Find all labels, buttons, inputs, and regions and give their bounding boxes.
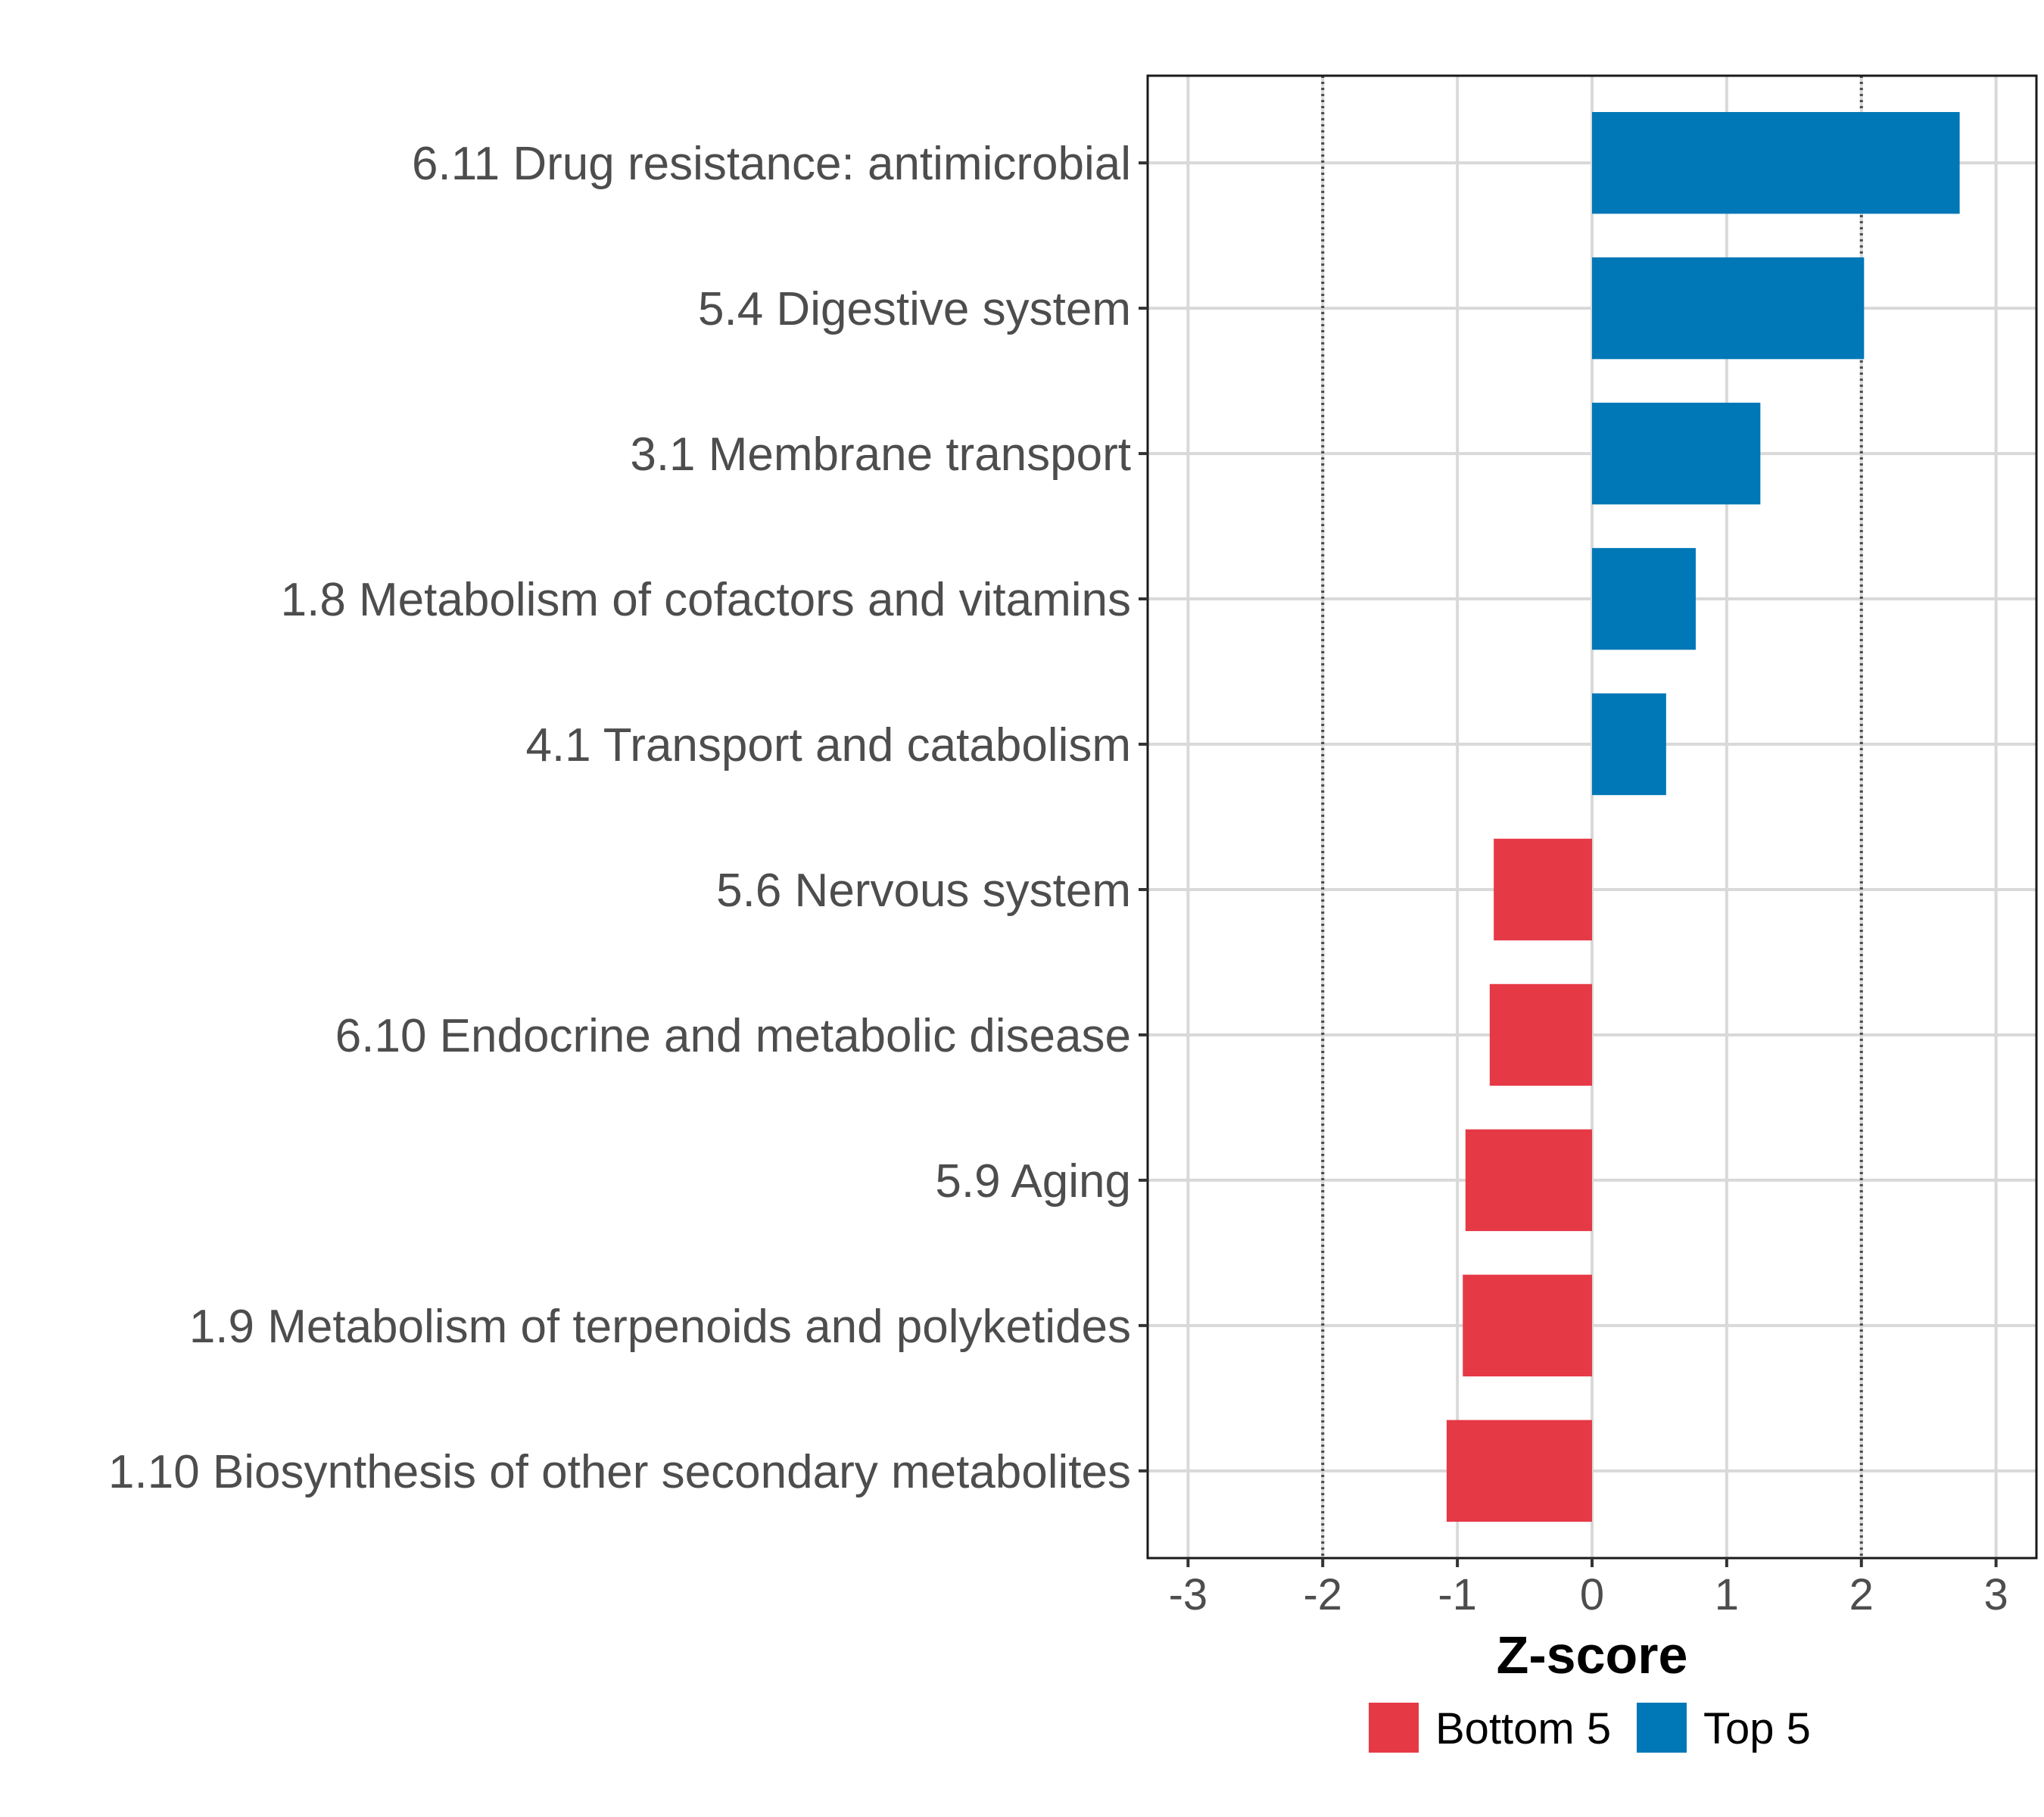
x-tick-label: -1 bbox=[1438, 1570, 1477, 1619]
category-label: 3.1 Membrane transport bbox=[630, 429, 1131, 481]
legend-key bbox=[1369, 1703, 1419, 1753]
bar bbox=[1446, 1420, 1592, 1522]
bar bbox=[1592, 111, 1960, 214]
bar bbox=[1489, 983, 1592, 1086]
category-label: 1.10 Biosynthesis of other secondary met… bbox=[108, 1446, 1131, 1498]
category-label: 1.9 Metabolism of terpenoids and polyket… bbox=[189, 1301, 1131, 1353]
x-axis-tick-labels: -3 -2 -1 0 1 2 3 bbox=[1169, 1570, 2008, 1619]
x-tick-label: 2 bbox=[1849, 1570, 1874, 1619]
bar bbox=[1592, 693, 1666, 796]
bar bbox=[1592, 257, 1865, 360]
x-axis-ticks bbox=[1186, 1558, 1998, 1567]
legend-label: Top 5 bbox=[1703, 1704, 1811, 1753]
category-label: 4.1 Transport and catabolism bbox=[525, 719, 1131, 771]
x-tick-label: 1 bbox=[1715, 1570, 1739, 1619]
category-label: 6.11 Drug resistance: antimicrobial bbox=[412, 138, 1131, 190]
reference-lines bbox=[1321, 76, 1863, 1558]
bar bbox=[1592, 402, 1761, 505]
x-tick-label: -3 bbox=[1169, 1570, 1208, 1619]
x-axis-title: Z-score bbox=[1497, 1625, 1688, 1685]
bars bbox=[1446, 111, 1960, 1522]
legend-label: Bottom 5 bbox=[1435, 1704, 1611, 1753]
y-axis-ticks bbox=[1139, 161, 1148, 1473]
category-label: 5.6 Nervous system bbox=[716, 865, 1131, 917]
category-label: 1.8 Metabolism of cofactors and vitamins bbox=[281, 574, 1131, 626]
bar bbox=[1494, 838, 1592, 941]
legend: Bottom 5 Top 5 bbox=[1369, 1703, 1811, 1753]
y-axis-category-labels: 6.11 Drug resistance: antimicrobial 5.4 D… bbox=[108, 138, 1131, 1498]
bar bbox=[1463, 1274, 1592, 1377]
category-label: 6.10 Endocrine and metabolic disease bbox=[335, 1010, 1131, 1062]
x-tick-label: 0 bbox=[1580, 1570, 1604, 1619]
x-tick-label: -2 bbox=[1303, 1570, 1342, 1619]
legend-key bbox=[1637, 1703, 1687, 1753]
category-label: 5.4 Digestive system bbox=[698, 283, 1131, 335]
category-label: 5.9 Aging bbox=[935, 1155, 1131, 1208]
bar bbox=[1465, 1129, 1592, 1232]
x-tick-label: 3 bbox=[1984, 1570, 2008, 1619]
bar bbox=[1592, 547, 1696, 650]
